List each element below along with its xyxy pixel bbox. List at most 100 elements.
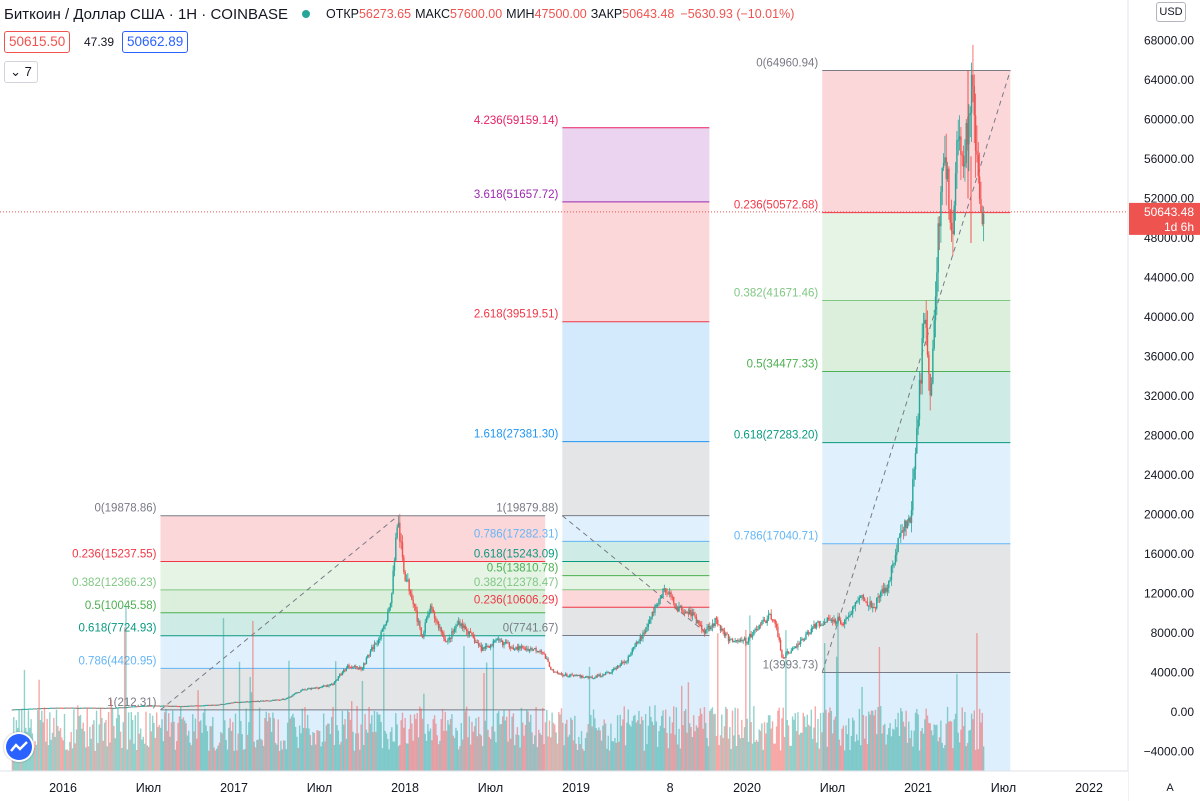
- currency-button[interactable]: USD: [1156, 2, 1186, 22]
- volume-bar: [67, 750, 70, 771]
- candle-body: [432, 608, 434, 613]
- candle-body: [224, 703, 226, 705]
- volume-bar: [432, 719, 434, 771]
- volume-bar: [793, 719, 795, 771]
- volume-bar: [256, 740, 258, 771]
- volume-bar: [921, 727, 923, 771]
- volume-bar: [722, 737, 724, 771]
- candle-body: [455, 625, 457, 630]
- candle-body: [276, 699, 278, 701]
- volume-bar: [161, 719, 163, 771]
- candle-body: [357, 668, 360, 670]
- sell-price-button[interactable]: 50615.50: [4, 31, 71, 53]
- candle-body: [464, 625, 466, 630]
- volume-bar: [77, 705, 79, 771]
- candle-body: [886, 588, 889, 592]
- candle-body: [22, 708, 24, 710]
- candle-body: [230, 702, 233, 704]
- candle-body: [63, 707, 66, 709]
- volume-bar: [159, 727, 162, 771]
- fib-extension-1[interactable]: 4.236(59159.14)3.618(51657.72)2.618(3951…: [474, 115, 710, 771]
- candle-body: [616, 665, 619, 669]
- volume-bar: [453, 737, 456, 771]
- volume-bar: [640, 716, 643, 771]
- volume-bar: [699, 708, 702, 771]
- candle-body: [278, 699, 281, 701]
- volume-bar: [691, 737, 694, 771]
- volume-bar: [111, 707, 114, 771]
- volume-bar: [962, 726, 965, 771]
- candle-body: [320, 686, 322, 688]
- volume-bar: [969, 729, 971, 771]
- buy-price-button[interactable]: 50662.89: [122, 31, 189, 53]
- candle-body: [234, 701, 237, 703]
- volume-bar: [292, 713, 294, 771]
- candle-body: [503, 642, 505, 646]
- candle-body: [898, 536, 901, 539]
- volume-bar: [606, 748, 608, 771]
- candle-body: [165, 705, 167, 707]
- volume-bar: [974, 749, 977, 771]
- candle-body: [646, 627, 648, 631]
- candle-body: [576, 675, 579, 677]
- symbol-title[interactable]: Биткоин / Доллар США · 1H · COINBASE: [4, 5, 288, 23]
- auto-scale-button[interactable]: A: [1166, 782, 1174, 794]
- volume-bar: [734, 707, 736, 771]
- volume-bar: [849, 749, 851, 771]
- candle-body: [501, 640, 504, 646]
- candle-body: [888, 580, 890, 589]
- candle-body: [806, 632, 808, 635]
- volume-bar: [337, 730, 340, 771]
- candle-body: [656, 604, 659, 606]
- fib-retracement-0[interactable]: 0(19878.86)0.236(15237.55)0.382(12366.23…: [72, 503, 546, 771]
- volume-bar: [568, 734, 571, 771]
- volume-bar: [742, 737, 744, 771]
- candle-body: [262, 700, 265, 702]
- volume-bar: [884, 723, 886, 771]
- candle-body: [805, 634, 807, 640]
- candle-body: [880, 591, 882, 598]
- fib-zone: [160, 561, 546, 590]
- candle-body: [797, 643, 799, 648]
- candle-body: [142, 705, 145, 707]
- volume-bar: [340, 741, 342, 771]
- candle-body: [969, 113, 971, 115]
- volume-bar: [138, 733, 141, 771]
- candle-body: [582, 675, 584, 678]
- volume-bar: [970, 713, 973, 771]
- volume-bar: [542, 707, 544, 771]
- volume-bar: [650, 716, 652, 771]
- candle-body: [546, 658, 548, 660]
- candle-body: [497, 638, 500, 640]
- volume-bar: [877, 707, 879, 771]
- candle-body: [168, 705, 170, 707]
- candle-body: [471, 632, 473, 635]
- volume-bar: [105, 719, 107, 771]
- volume-bar: [758, 729, 760, 771]
- volume-bar: [165, 708, 167, 771]
- volume-bar: [264, 718, 266, 771]
- volume-bar: [419, 706, 421, 771]
- volume-bar: [103, 722, 106, 771]
- candle-body: [453, 629, 456, 632]
- indicators-toggle[interactable]: ⌄ 7: [4, 61, 38, 83]
- candle-body: [905, 520, 907, 529]
- volume-bar: [440, 719, 442, 771]
- candle-body: [510, 647, 512, 649]
- candle-body: [309, 688, 312, 690]
- volume-bar: [950, 721, 953, 771]
- volume-bar: [964, 712, 966, 771]
- candle-body: [273, 699, 275, 701]
- candle-body: [978, 176, 981, 199]
- bar-countdown-label: 1d 6h: [1164, 220, 1194, 234]
- candle-body: [14, 709, 16, 711]
- tradingview-logo-icon: [4, 732, 34, 762]
- candle-body: [87, 707, 90, 709]
- volume-bar: [873, 715, 875, 771]
- candle-body: [881, 588, 883, 592]
- volume-bar: [889, 723, 891, 771]
- volume-bar: [333, 744, 336, 771]
- volume-bar: [614, 737, 616, 771]
- candle-body: [662, 588, 664, 598]
